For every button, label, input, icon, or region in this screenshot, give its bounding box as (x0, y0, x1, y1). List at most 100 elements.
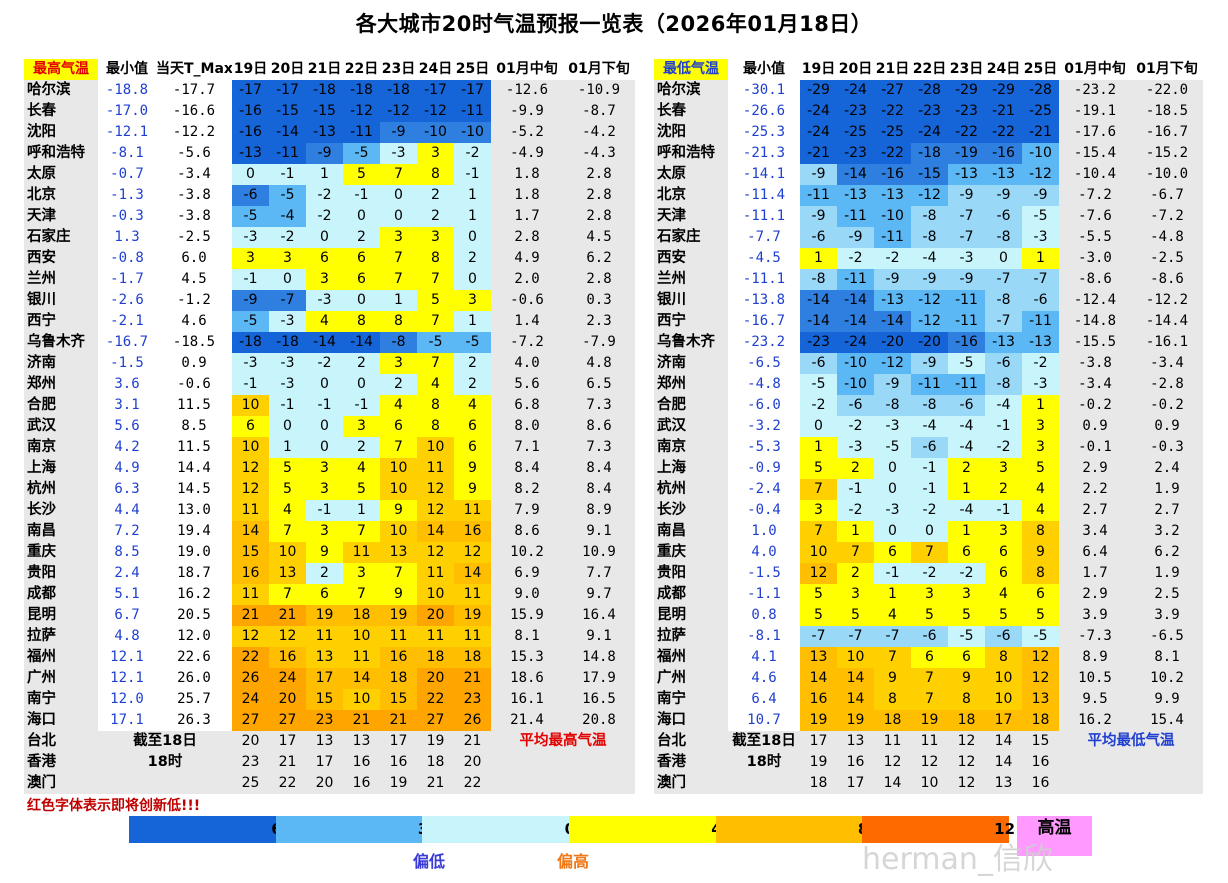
late-month-value: 3.2 (1131, 521, 1203, 542)
mid-month-value: -15.5 (1059, 332, 1131, 353)
forecast-cell: 1 (1022, 395, 1059, 416)
table-row: 成都 5.1 16.2 11 7 6 7 9 10 11 9.0 9.7 (24, 584, 635, 605)
forecast-cell: -1 (454, 164, 491, 185)
mid-month-value: -0.6 (491, 290, 563, 311)
forecast-cell: -23 (837, 101, 874, 122)
forecast-cell: 27 (232, 710, 269, 731)
city-name: 乌鲁木齐 (24, 332, 98, 353)
mid-month-value: 15.3 (491, 647, 563, 668)
forecast-cell: 11 (343, 542, 380, 563)
min-value: -11.1 (742, 208, 786, 224)
forecast-cell: -29 (985, 80, 1022, 101)
forecast-cell: 5 (948, 605, 985, 626)
late-month-value: -7.2 (1131, 206, 1203, 227)
forecast-cell: -12 (343, 101, 380, 122)
late-month-value: -2.5 (1131, 248, 1203, 269)
forecast-cell: -22 (874, 101, 911, 122)
forecast-cell: -5 (417, 332, 454, 353)
forecast-cell: -16 (948, 332, 985, 353)
forecast-cell: 4 (874, 605, 911, 626)
min-value: 4.4 (114, 502, 140, 518)
forecast-cell: 4 (269, 500, 306, 521)
min-value: -1.1 (747, 586, 781, 602)
city-name: 兰州 (24, 269, 98, 290)
forecast-cell: -22 (985, 122, 1022, 143)
city-name: 呼和浩特 (24, 143, 98, 164)
city-name: 西宁 (24, 311, 98, 332)
forecast-cell: 14 (985, 731, 1022, 752)
forecast-cell: 21 (269, 605, 306, 626)
mid-month-value: 1.7 (1059, 563, 1131, 584)
forecast-cell: -8 (985, 290, 1022, 311)
forecast-cell: -11 (874, 227, 911, 248)
min-value: -14.1 (742, 166, 786, 182)
mid-month-value: -17.6 (1059, 122, 1131, 143)
forecast-cell: 0 (380, 206, 417, 227)
forecast-cell: -23 (948, 101, 985, 122)
min-value: -2.4 (747, 481, 781, 497)
forecast-cell: 2 (454, 353, 491, 374)
forecast-cell: 21 (269, 752, 306, 773)
today-tmax: 11.5 (177, 397, 211, 413)
forecast-cell: 20 (417, 605, 454, 626)
forecast-cell: -7 (948, 227, 985, 248)
forecast-cell: -2 (454, 143, 491, 164)
forecast-cell: -5 (269, 185, 306, 206)
forecast-cell: 3 (343, 563, 380, 584)
forecast-cell: 11 (306, 626, 343, 647)
forecast-cell: 18 (874, 710, 911, 731)
forecast-cell: 10 (380, 458, 417, 479)
table-row: 昆明 0.8 5 5 4 5 5 5 5 3.9 3.9 (654, 605, 1203, 626)
forecast-cell: 13 (269, 563, 306, 584)
late-month-value: 17.9 (563, 668, 635, 689)
table-row: 贵阳 2.4 18.7 16 13 2 3 7 11 14 6.9 7.7 (24, 563, 635, 584)
forecast-cell: 7 (911, 542, 948, 563)
table-row: 郑州 3.6 -0.6 -1 -3 0 0 2 4 2 5.6 6.5 (24, 374, 635, 395)
forecast-cell: 12 (232, 479, 269, 500)
forecast-cell: 6 (985, 563, 1022, 584)
table-row: 杭州 -2.4 7 -1 0 -1 1 2 4 2.2 1.9 (654, 479, 1203, 500)
average-label (1059, 752, 1203, 773)
forecast-cell: 5 (911, 605, 948, 626)
mid-month-value: 9.5 (1059, 689, 1131, 710)
column-header: 01月中旬 (1064, 61, 1126, 77)
table-row: 济南 -6.5 -6 -10 -12 -9 -5 -6 -2 -3.8 -3.4 (654, 353, 1203, 374)
table-row: 呼和浩特 -8.1 -5.6 -13 -11 -9 -5 -3 3 -2 -4.9 -4.3 (24, 143, 635, 164)
min-value: 3.1 (114, 397, 140, 413)
forecast-cell: 14 (837, 689, 874, 710)
forecast-cell: -1 (985, 500, 1022, 521)
forecast-cell: 5 (343, 479, 380, 500)
table-row: 合肥 3.1 11.5 10 -1 -1 -1 4 8 4 6.8 7.3 (24, 395, 635, 416)
forecast-cell: 1 (948, 479, 985, 500)
table-row: 石家庄 1.3 -2.5 -3 -2 0 2 3 3 0 2.8 4.5 (24, 227, 635, 248)
forecast-cell: -12 (1022, 164, 1059, 185)
forecast-cell: 21 (454, 731, 491, 752)
min-value: -13.8 (742, 292, 786, 308)
mid-month-value: -12.4 (1059, 290, 1131, 311)
forecast-cell: -9 (985, 185, 1022, 206)
forecast-cell: 7 (269, 521, 306, 542)
table-row: 长春 -17.0 -16.6 -16 -15 -15 -12 -12 -12 -11 -9.9 -8.… (24, 101, 635, 122)
table-row: 福州 4.1 13 10 7 6 6 8 12 8.9 8.1 (654, 647, 1203, 668)
city-name: 呼和浩特 (654, 143, 728, 164)
forecast-cell: 11 (874, 731, 911, 752)
city-name: 昆明 (24, 605, 98, 626)
forecast-cell: 8 (874, 689, 911, 710)
table-row: 北京 -1.3 -3.8 -6 -5 -2 -1 0 2 1 1.8 2.8 (24, 185, 635, 206)
forecast-cell: 17 (380, 731, 417, 752)
forecast-cell: 7 (343, 584, 380, 605)
forecast-cell: -3 (232, 353, 269, 374)
mid-month-value: -0.1 (1059, 437, 1131, 458)
table-row: 重庆 4.0 10 7 6 7 6 6 9 6.4 6.2 (654, 542, 1203, 563)
record-low-note: 红色字体表示即将创新低!!! (27, 798, 201, 814)
forecast-cell: -6 (948, 395, 985, 416)
forecast-cell: -4 (948, 437, 985, 458)
late-month-value: 2.8 (563, 206, 635, 227)
forecast-cell: 8 (417, 416, 454, 437)
forecast-cell: -21 (800, 143, 837, 164)
forecast-cell: -12 (911, 185, 948, 206)
forecast-cell: -17 (232, 80, 269, 101)
table-row: 长沙 -0.4 3 -2 -3 -2 -4 -1 4 2.7 2.7 (654, 500, 1203, 521)
header-row: 最低气温 最小值 19日 20日 21日 22日 23日 24日 25日 01月中旬 01月下旬 (654, 59, 1203, 80)
forecast-cell: 12 (948, 731, 985, 752)
